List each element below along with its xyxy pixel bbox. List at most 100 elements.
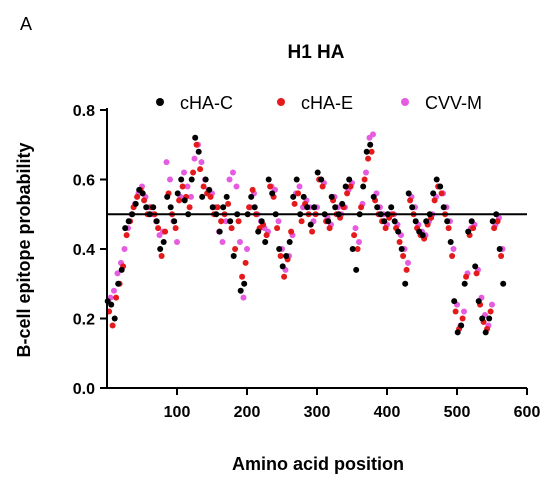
- data-point-cha-e: [232, 246, 239, 252]
- data-point-cha-e: [400, 252, 407, 259]
- x-tick-label: 100: [164, 404, 191, 421]
- chart-title: H1 HA: [287, 42, 344, 63]
- data-point-cha-c: [216, 228, 223, 235]
- data-point-cha-e: [309, 228, 316, 235]
- data-point-cha-e: [134, 193, 141, 200]
- data-point-cha-c: [290, 193, 297, 200]
- data-point-cha-e: [186, 204, 193, 211]
- data-point-cha-c: [423, 218, 430, 225]
- data-point-cha-c: [314, 169, 321, 176]
- data-point-cha-c: [206, 186, 213, 193]
- data-point-cha-c: [178, 176, 185, 183]
- x-tick-label: 300: [304, 404, 331, 421]
- data-point-cha-e: [225, 200, 232, 207]
- data-point-cha-c: [325, 218, 332, 225]
- data-point-cvv-m: [356, 239, 362, 246]
- data-point-cha-e: [431, 197, 438, 204]
- data-point-cha-e: [228, 225, 235, 232]
- data-point-cha-e: [438, 190, 445, 197]
- data-point-cha-e: [193, 141, 200, 148]
- data-point-cha-c: [346, 176, 353, 183]
- data-point-cha-e: [197, 166, 204, 173]
- data-point-cha-e: [498, 252, 505, 259]
- data-point-cha-c: [125, 218, 132, 225]
- data-point-cha-e: [123, 232, 130, 239]
- data-point-cha-e: [463, 273, 470, 280]
- data-point-cha-c: [391, 218, 398, 225]
- data-point-cha-c: [115, 280, 122, 287]
- x-tick-label: 600: [514, 404, 541, 421]
- x-axis-label: Amino acid position: [232, 454, 404, 474]
- data-point-cha-c: [444, 218, 451, 225]
- data-point-cvv-m: [461, 308, 467, 315]
- data-point-cvv-m: [188, 193, 194, 200]
- data-point-cha-e: [235, 218, 242, 225]
- data-point-cha-e: [214, 204, 221, 211]
- data-point-cha-c: [367, 141, 374, 148]
- x-tick-label: 500: [444, 404, 471, 421]
- data-point-cha-e: [470, 225, 477, 232]
- data-point-cha-e: [487, 308, 494, 315]
- data-point-cha-c: [363, 148, 370, 155]
- data-point-cha-c: [486, 315, 493, 322]
- data-point-cha-c: [447, 239, 454, 246]
- data-point-cha-c: [412, 218, 419, 225]
- data-point-cha-c: [419, 232, 426, 239]
- y-tick-label: 0.6: [73, 173, 95, 190]
- data-point-cha-c: [311, 204, 318, 211]
- data-point-cha-e: [155, 225, 162, 232]
- data-point-cha-c: [437, 183, 444, 190]
- data-point-cha-c: [171, 218, 178, 225]
- data-point-cvv-m: [275, 218, 282, 225]
- y-ticks: 0.0 0.2 0.4 0.6 0.8: [73, 103, 107, 398]
- data-point-cha-c: [286, 239, 293, 246]
- data-point-cha-e: [361, 176, 368, 183]
- data-point-cvv-m: [237, 239, 243, 246]
- data-point-cha-c: [360, 183, 367, 190]
- data-point-cha-e: [445, 225, 452, 232]
- data-point-cha-e: [239, 273, 246, 280]
- legend: cHA-C cHA-E CVV-M: [156, 93, 482, 113]
- data-point-cha-c: [118, 266, 125, 273]
- data-point-cha-c: [108, 301, 115, 308]
- data-point-cha-e: [190, 169, 197, 176]
- data-point-cvv-m: [114, 270, 121, 277]
- data-point-cha-c: [220, 204, 227, 211]
- data-point-cha-c: [430, 190, 437, 197]
- data-point-cha-e: [288, 228, 295, 235]
- data-point-cha-c: [139, 190, 146, 197]
- data-point-cha-e: [291, 200, 298, 207]
- data-point-cha-c: [258, 218, 265, 225]
- data-point-cha-e: [494, 218, 501, 225]
- data-point-cha-e: [267, 183, 274, 190]
- data-point-cha-e: [491, 225, 498, 232]
- data-point-cha-c: [433, 176, 440, 183]
- legend-label: cHA-C: [180, 93, 233, 113]
- data-point-cha-e: [351, 232, 358, 239]
- data-point-cha-c: [223, 193, 230, 200]
- data-point-cha-c: [157, 246, 164, 252]
- data-point-cha-c: [349, 246, 356, 252]
- data-point-cha-c: [328, 193, 335, 200]
- data-point-cha-c: [332, 204, 339, 211]
- legend-label: cHA-E: [301, 93, 353, 113]
- data-point-cha-c: [468, 218, 475, 225]
- data-point-cha-e: [172, 225, 179, 232]
- data-point-cha-c: [293, 176, 300, 183]
- data-point-cha-e: [277, 252, 284, 259]
- data-point-cha-c: [374, 204, 381, 211]
- data-point-cha-c: [496, 246, 503, 252]
- data-point-cha-c: [402, 280, 409, 287]
- data-point-cha-c: [318, 176, 325, 183]
- data-point-cha-c: [150, 204, 157, 211]
- data-point-cha-c: [279, 263, 286, 270]
- data-point-cha-c: [188, 176, 195, 183]
- data-point-cha-e: [207, 193, 214, 200]
- data-point-cha-c: [283, 252, 290, 259]
- data-point-cha-e: [281, 273, 288, 280]
- x-tick-label: 200: [234, 404, 261, 421]
- data-point-cha-e: [242, 259, 249, 266]
- data-point-cvv-m: [405, 259, 411, 266]
- data-point-cvv-m: [174, 239, 180, 246]
- data-point-cvv-m: [181, 169, 187, 176]
